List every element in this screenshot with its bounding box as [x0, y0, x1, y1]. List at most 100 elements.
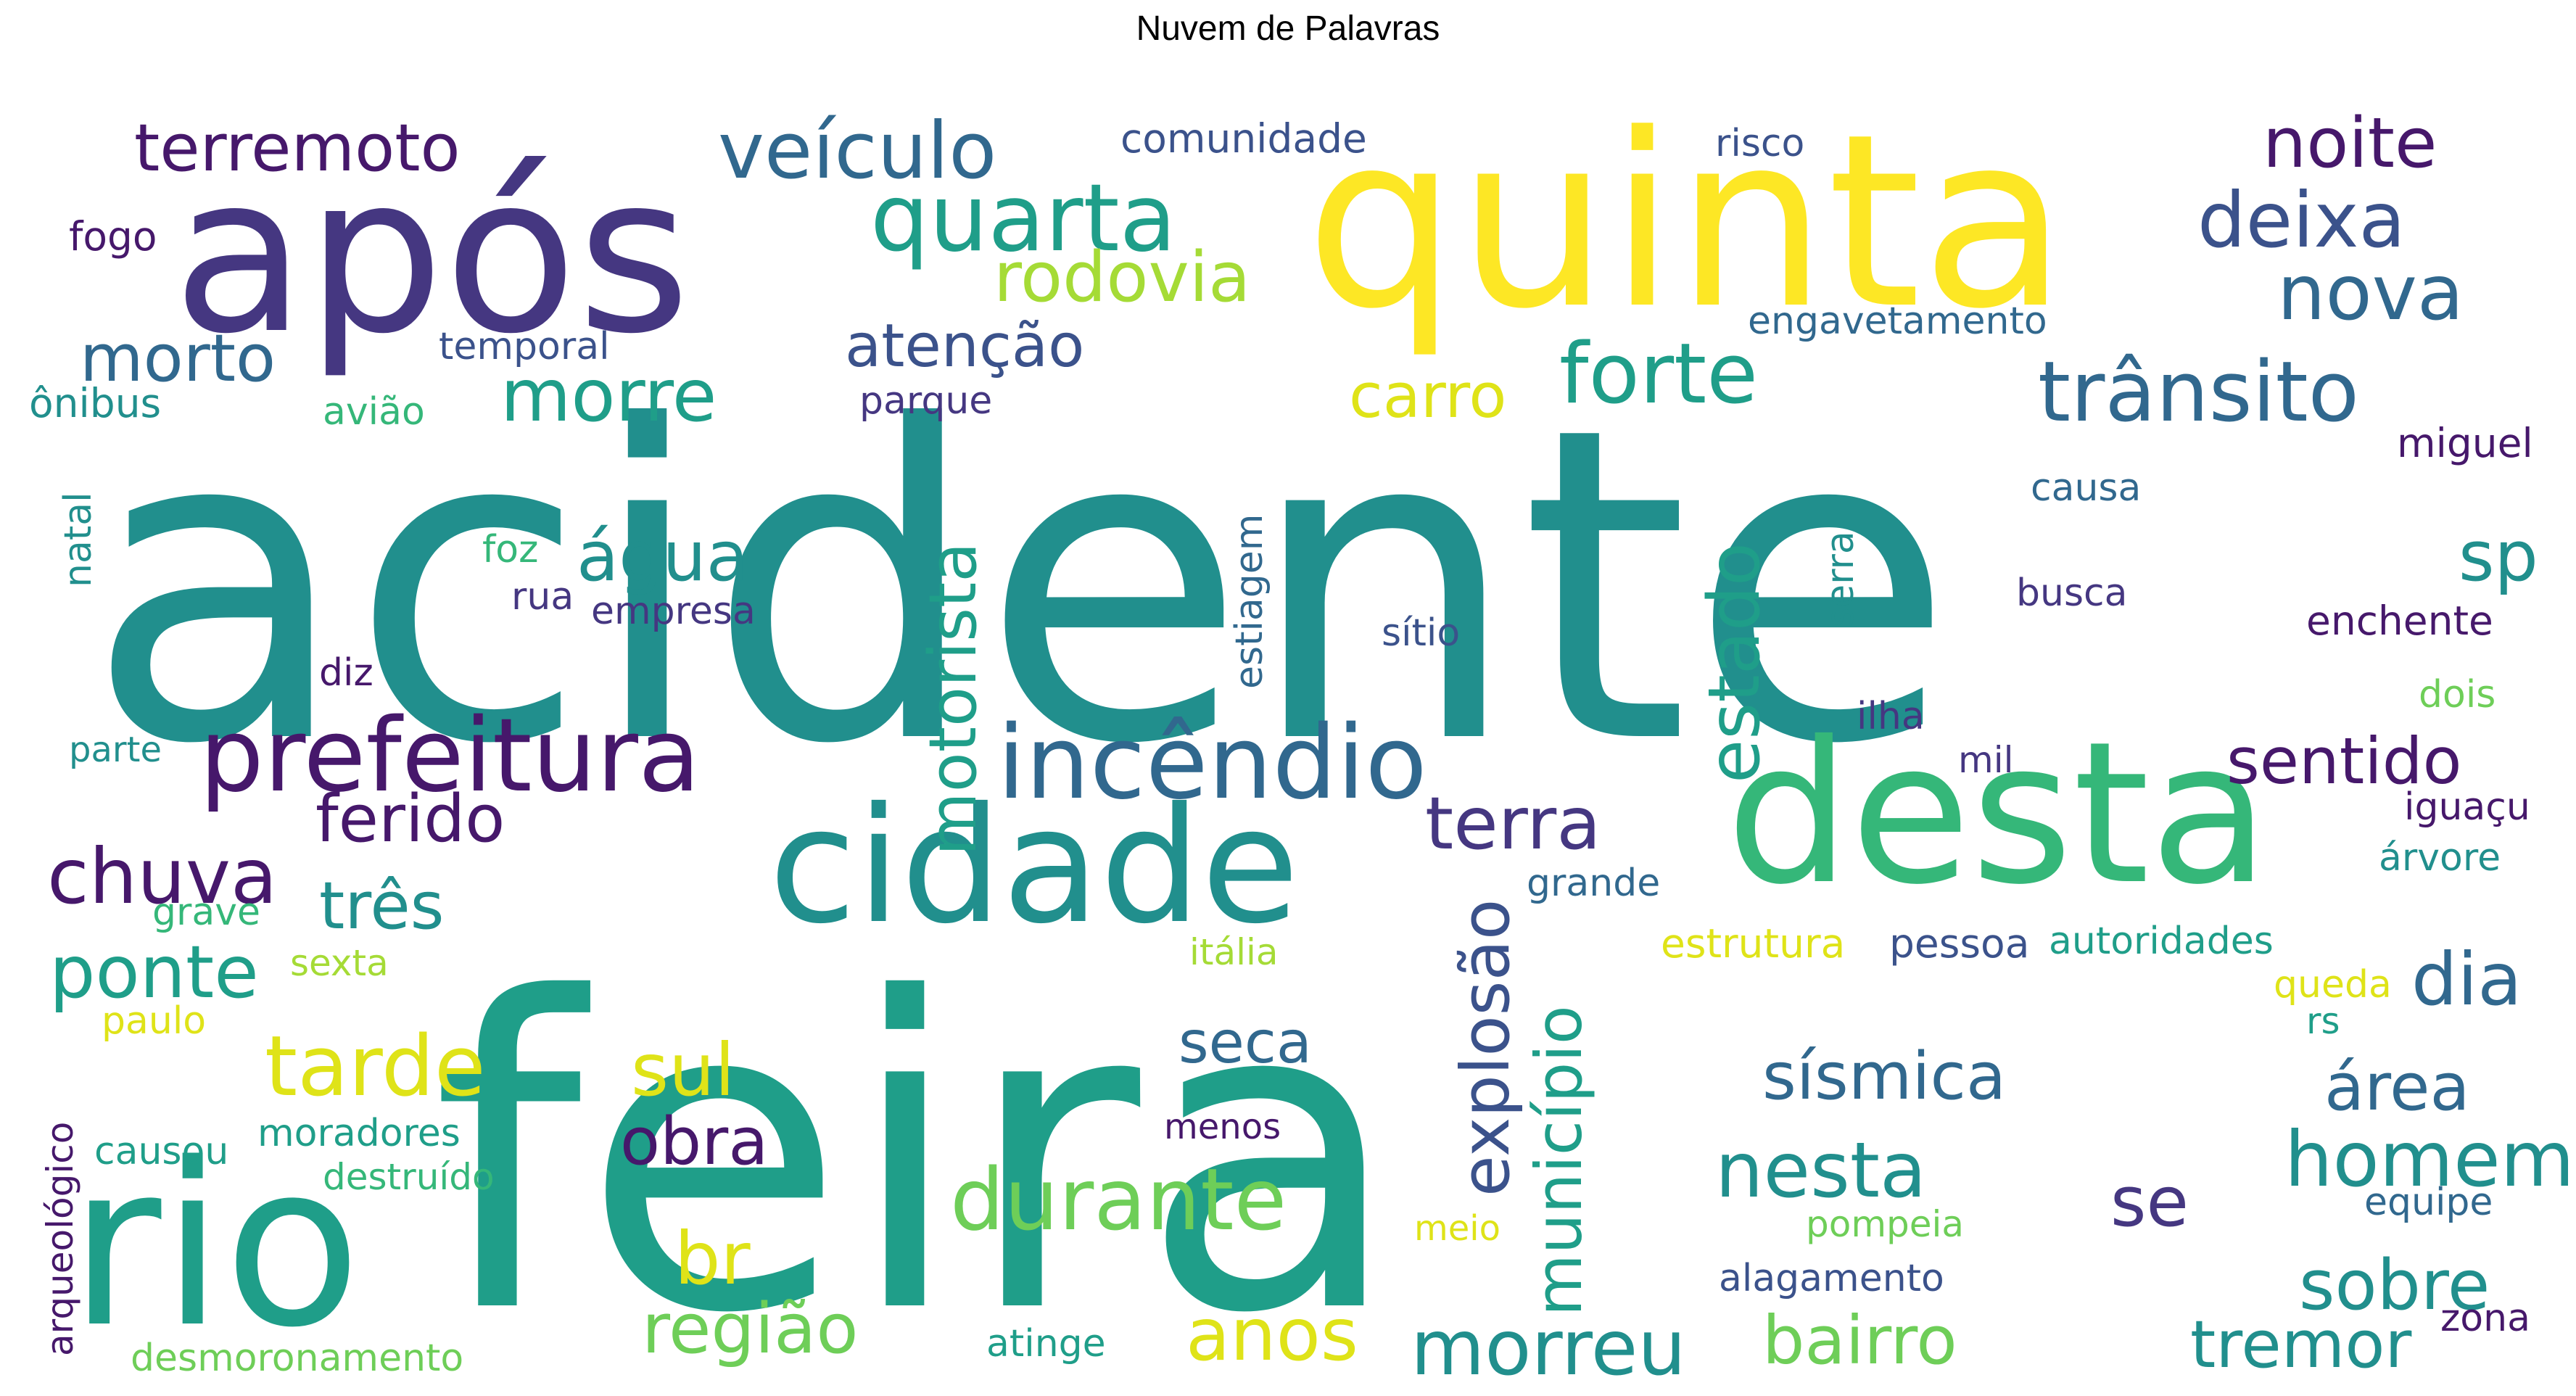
word-carro: carro: [1349, 360, 1506, 432]
word-paulo: paulo: [102, 999, 206, 1043]
word-autoridades: autoridades: [2049, 920, 2274, 963]
word-bairro: bairro: [1762, 1302, 1957, 1379]
word-tremor: tremor: [2190, 1307, 2411, 1383]
word-se: se: [2110, 1162, 2189, 1242]
word-deixa: deixa: [2197, 176, 2406, 265]
word-pompeia: pompeia: [1806, 1203, 1964, 1245]
word-seca: seca: [1178, 1009, 1312, 1076]
word-apos: após: [173, 128, 690, 381]
word-desmoronamento: desmoronamento: [131, 1337, 463, 1380]
word-incendio: incêndio: [997, 704, 1427, 822]
word-estrutura: estrutura: [1661, 920, 1845, 967]
word-dois: dois: [2419, 673, 2496, 716]
word-municipio: município: [1522, 1005, 1596, 1316]
page-title: Nuvem de Palavras: [1136, 9, 1440, 48]
word-pessoa: pessoa: [1889, 920, 2029, 967]
word-meio: meio: [1414, 1208, 1500, 1249]
word-tarde: tarde: [265, 1018, 486, 1115]
word-grande: grande: [1527, 862, 1660, 905]
word-explosao: explosão: [1447, 899, 1524, 1197]
word-causa: causa: [2031, 466, 2141, 510]
word-motorista: motorista: [915, 542, 991, 856]
word-quinta: quinta: [1305, 83, 2068, 361]
word-zona: zona: [2440, 1297, 2530, 1340]
word-queda: queda: [2274, 963, 2392, 1007]
word-alagamento: alagamento: [1719, 1257, 1944, 1300]
word-prefeitura: prefeitura: [199, 697, 701, 815]
word-diz: diz: [319, 651, 373, 695]
word-onibus: ônibus: [29, 380, 161, 426]
word-rodovia: rodovia: [994, 238, 1250, 318]
word-durante: durante: [950, 1149, 1287, 1250]
word-engavetamento: engavetamento: [1748, 300, 2047, 343]
word-arqueologico: arqueológico: [39, 1122, 81, 1356]
word-ponte: ponte: [49, 930, 259, 1015]
word-terra: terra: [1425, 781, 1601, 866]
word-acidente: acidente: [86, 336, 1954, 838]
word-rua: rua: [511, 575, 574, 619]
word-rs: rs: [2306, 1000, 2340, 1042]
word-sismica: sísmica: [1762, 1038, 2006, 1115]
word-morre: morre: [500, 353, 717, 438]
word-iguacu: iguaçu: [2404, 785, 2530, 829]
word-enchente: enchente: [2306, 598, 2493, 644]
word-moradores: moradores: [257, 1112, 461, 1155]
word-terremoto: terremoto: [134, 110, 461, 186]
word-homem: homem: [2284, 1115, 2575, 1204]
word-agua: água: [577, 517, 748, 597]
word-chuva: chuva: [47, 833, 277, 921]
word-cidade: cidade: [769, 773, 1300, 959]
word-destruido: destruído: [323, 1156, 495, 1198]
word-menos: menos: [1164, 1107, 1281, 1147]
word-br: br: [674, 1216, 751, 1301]
word-nova: nova: [2277, 249, 2464, 337]
word-natal: natal: [57, 492, 100, 587]
word-sobre: sobre: [2299, 1246, 2490, 1326]
word-veiculo: veículo: [718, 106, 996, 197]
word-sul: sul: [631, 1028, 735, 1112]
word-anos: anos: [1186, 1292, 1358, 1377]
word-tres: três: [319, 868, 445, 944]
word-sentido: sentido: [2226, 724, 2461, 798]
word-foz: foz: [482, 528, 538, 571]
word-busca: busca: [2016, 571, 2128, 615]
word-mil: mil: [1958, 739, 2014, 781]
word-causou: causou: [94, 1130, 228, 1173]
word-nesta: nesta: [1715, 1126, 1926, 1215]
word-estiagem: estiagem: [1228, 514, 1271, 689]
word-fogo: fogo: [69, 213, 157, 260]
word-quarta: quarta: [870, 165, 1176, 273]
word-feira: feira: [432, 909, 1403, 1396]
word-empresa: empresa: [591, 590, 756, 633]
word-parque: parque: [859, 379, 992, 423]
word-aviao: avião: [323, 390, 425, 434]
word-grave: grave: [152, 891, 260, 934]
word-atinge: atinge: [986, 1322, 1106, 1366]
word-comunidade: comunidade: [1120, 115, 1367, 162]
word-morto: morto: [80, 321, 276, 397]
word-risco: risco: [1715, 122, 1804, 165]
word-equipe: equipe: [2364, 1181, 2493, 1224]
word-sp: sp: [2459, 517, 2538, 597]
word-transito: trânsito: [2038, 344, 2359, 441]
word-serra: serra: [1819, 531, 1862, 627]
word-estado: estado: [1693, 542, 1776, 783]
word-morreu: morreu: [1411, 1304, 1686, 1392]
word-noite: noite: [2263, 104, 2437, 183]
word-obra: obra: [620, 1104, 768, 1180]
word-arvore: árvore: [2379, 836, 2501, 880]
word-miguel: miguel: [2397, 420, 2533, 466]
word-sexta: sexta: [290, 942, 389, 984]
word-dia: dia: [2411, 937, 2522, 1022]
word-sitio: sítio: [1382, 611, 1460, 655]
word-parte: parte: [69, 730, 162, 770]
word-regiao: região: [642, 1289, 858, 1369]
word-italia: itália: [1189, 931, 1279, 973]
word-forte: forte: [1559, 326, 1758, 423]
word-atencao: atenção: [845, 312, 1084, 381]
word-ferido: ferido: [315, 781, 505, 857]
word-temporal: temporal: [439, 325, 610, 368]
word-desta: desta: [1726, 699, 2270, 928]
word-area: área: [2324, 1049, 2470, 1126]
